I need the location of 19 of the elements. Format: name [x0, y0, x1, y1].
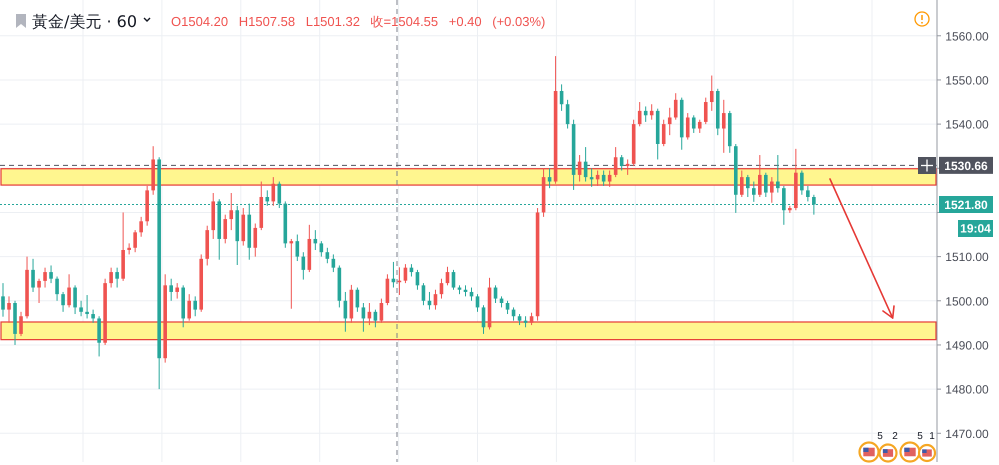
y-tick-label: 1510.00: [945, 250, 990, 264]
annotation: 19:04: [958, 220, 993, 237]
annotation: 5: [917, 431, 924, 442]
y-tick-label: 1500.00: [945, 294, 990, 308]
annotation: 2: [892, 431, 898, 442]
annotation: 1: [929, 431, 936, 442]
text: O1504.20 H1507.58 L1501.32 收=1504.55 +0.40 (+0.03%): [171, 14, 546, 29]
ref-line-label: 1530.66: [944, 158, 988, 173]
ref-line-label: 1521.80: [939, 196, 993, 213]
y-tick-label: 1470.00: [945, 426, 990, 441]
annotation: 5: [877, 431, 884, 442]
y-tick-label: 1550.00: [945, 73, 990, 88]
y-tick-label: 1560.00: [945, 29, 990, 44]
ref-line-label: 1530.66: [939, 156, 993, 174]
y-tick-label: 1490.00: [945, 338, 990, 352]
y-tick-label: 1480.00: [945, 382, 990, 397]
ref-line-label: 1521.80: [944, 198, 988, 212]
y-tick-label: 1540.00: [945, 118, 990, 132]
text: 黃金/美元 · 60: [32, 12, 138, 31]
